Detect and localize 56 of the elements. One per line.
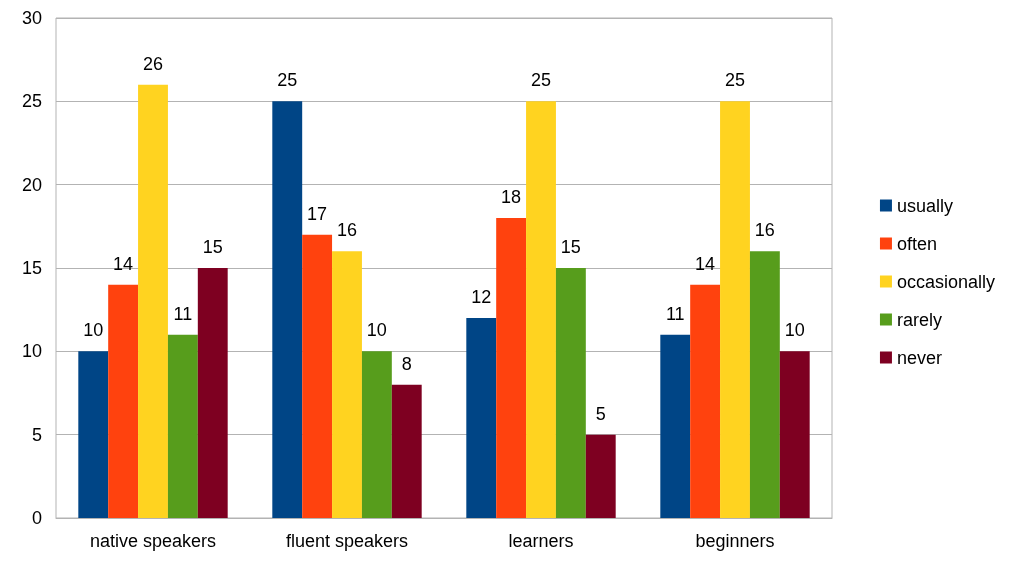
bar <box>779 351 810 518</box>
legend-label: often <box>896 233 937 254</box>
data-label: 26 <box>142 53 164 74</box>
bar <box>108 284 139 518</box>
bar <box>749 251 780 518</box>
data-label: 10 <box>784 320 805 341</box>
data-label: 16 <box>336 220 358 241</box>
y-tick-label: 15 <box>21 258 42 278</box>
bar <box>690 284 721 518</box>
data-label: 14 <box>113 253 134 274</box>
data-label: 11 <box>665 303 685 324</box>
legend-label: rarely <box>896 309 942 330</box>
y-tick-label: 10 <box>21 341 42 362</box>
x-tick-label: beginners <box>695 531 775 551</box>
y-tick-label: 30 <box>21 8 42 28</box>
y-tick-label: 20 <box>21 174 42 195</box>
legend-label: usually <box>896 195 953 216</box>
x-tick-label: fluent speakers <box>285 531 409 551</box>
bar <box>272 101 303 518</box>
legend-label: occasionally <box>896 271 996 292</box>
data-label: 12 <box>471 287 492 307</box>
bar <box>526 101 556 518</box>
bar <box>361 351 392 518</box>
bar <box>660 334 691 518</box>
data-label: 10 <box>366 320 387 341</box>
bar <box>496 218 527 518</box>
data-label: 8 <box>401 353 412 374</box>
data-label: 15 <box>202 237 223 257</box>
bar <box>332 251 362 518</box>
y-tick-label: 25 <box>21 91 42 112</box>
y-tick-label: 5 <box>31 424 42 445</box>
bar <box>585 434 616 518</box>
x-tick-label: learners <box>508 531 574 551</box>
data-label: 10 <box>83 320 104 341</box>
bar <box>466 318 497 518</box>
bar <box>167 334 198 518</box>
data-label: 25 <box>724 70 746 91</box>
legend-label: never <box>896 347 942 368</box>
x-tick-label: native speakers <box>89 531 217 551</box>
bar <box>555 268 586 518</box>
bar <box>302 234 333 518</box>
data-label: 18 <box>501 187 522 207</box>
data-label: 16 <box>754 220 775 241</box>
data-label: 5 <box>595 403 606 424</box>
bar <box>138 84 168 518</box>
data-label: 11 <box>173 303 193 324</box>
bar <box>197 268 228 518</box>
data-label: 25 <box>530 70 552 91</box>
data-label: 17 <box>307 203 328 224</box>
bar <box>720 101 750 518</box>
y-tick-label: 0 <box>31 508 42 528</box>
bar <box>78 351 109 518</box>
bar <box>391 384 422 518</box>
data-label: 14 <box>695 253 716 274</box>
data-label: 25 <box>277 70 298 91</box>
data-label: 15 <box>560 237 581 257</box>
